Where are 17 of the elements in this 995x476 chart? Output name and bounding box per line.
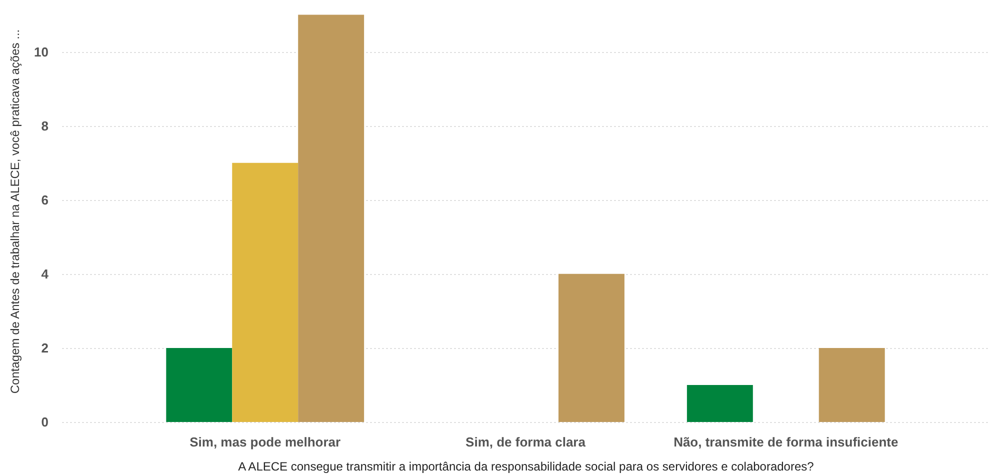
y-tick-label: 0 — [41, 414, 48, 430]
x-tick-label: Sim, mas pode melhorar — [190, 434, 341, 450]
y-axis-title: Contagem de Antes de trabalhar na ALECE, você praticava ações ... — [8, 29, 22, 394]
y-tick-label: 4 — [41, 266, 50, 282]
bar — [558, 274, 624, 422]
y-tick-label: 10 — [34, 44, 48, 60]
x-tick-label: Não, transmite de forma insuficiente — [674, 434, 898, 450]
y-tick-label: 6 — [41, 192, 48, 208]
x-axis-title: A ALECE consegue transmitir a importância da responsabilidade social para os servidores e colaboradores? — [238, 460, 814, 474]
bar — [298, 14, 364, 422]
bar — [166, 348, 232, 422]
bar — [232, 162, 298, 422]
y-tick-label: 2 — [41, 340, 48, 356]
bar — [818, 348, 885, 422]
x-tick-label: Sim, de forma clara — [466, 434, 586, 450]
y-tick-label: 8 — [41, 118, 48, 134]
bar — [686, 384, 753, 422]
